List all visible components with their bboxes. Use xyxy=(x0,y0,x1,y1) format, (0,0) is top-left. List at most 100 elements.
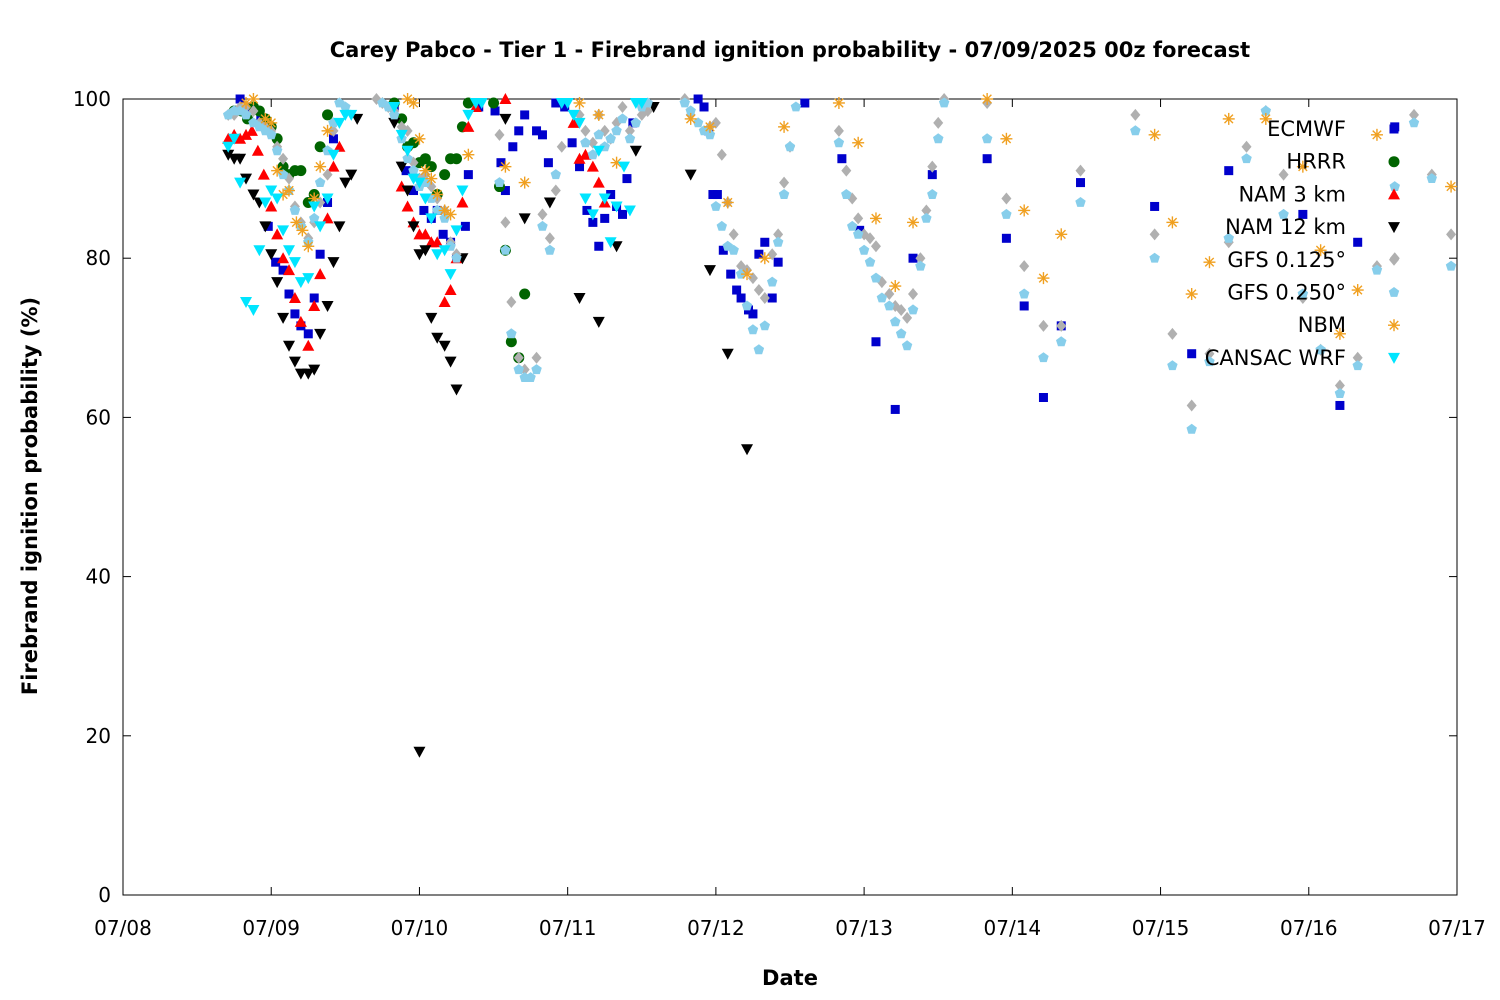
data-point xyxy=(617,113,628,124)
data-point xyxy=(1445,180,1458,193)
x-tick-label: 07/08 xyxy=(94,916,152,940)
legend-marker xyxy=(1388,319,1400,332)
data-point xyxy=(841,189,852,199)
data-point xyxy=(567,116,580,128)
data-point xyxy=(853,212,864,225)
data-point xyxy=(586,209,599,221)
data-point xyxy=(531,364,542,375)
data-point xyxy=(908,253,918,263)
data-point xyxy=(588,217,598,227)
data-point xyxy=(315,249,325,259)
data-point xyxy=(490,106,500,116)
data-point xyxy=(592,316,605,328)
data-point xyxy=(277,312,290,324)
data-point xyxy=(580,137,591,148)
data-point xyxy=(462,148,475,161)
data-point xyxy=(278,265,288,275)
data-point xyxy=(684,169,697,181)
data-point xyxy=(1038,393,1048,402)
data-point xyxy=(333,140,346,152)
data-point xyxy=(500,186,510,196)
data-point xyxy=(1446,228,1457,241)
data-point xyxy=(1167,360,1178,371)
data-point xyxy=(283,245,296,257)
data-point xyxy=(488,97,500,109)
data-point xyxy=(450,384,463,396)
data-point xyxy=(322,109,334,121)
data-point xyxy=(982,154,992,164)
data-point xyxy=(865,232,876,245)
data-point xyxy=(790,101,802,112)
data-point xyxy=(431,249,444,261)
data-point xyxy=(573,152,586,164)
data-point xyxy=(623,205,636,217)
data-point xyxy=(308,299,321,311)
data-point xyxy=(610,241,623,253)
y-tick-label: 20 xyxy=(86,724,111,748)
data-point xyxy=(1222,112,1235,125)
data-point xyxy=(543,158,553,168)
data-point xyxy=(1353,237,1363,247)
data-point xyxy=(927,160,938,173)
data-point xyxy=(340,101,351,112)
data-point xyxy=(927,189,938,199)
legend-label: HRRR xyxy=(1286,150,1346,174)
data-point xyxy=(1333,327,1346,340)
data-point xyxy=(902,311,913,324)
data-point xyxy=(407,221,420,233)
data-point xyxy=(525,372,536,382)
data-point xyxy=(303,329,313,339)
data-point xyxy=(604,237,617,249)
data-point xyxy=(494,177,505,187)
data-point xyxy=(401,185,414,197)
data-point xyxy=(395,129,408,141)
data-point xyxy=(784,141,796,152)
data-point xyxy=(600,213,610,223)
legend-label: NBM xyxy=(1298,313,1346,337)
data-point xyxy=(901,340,913,351)
data-point xyxy=(531,351,542,364)
data-point xyxy=(265,185,278,197)
data-point xyxy=(438,229,448,239)
data-point xyxy=(401,200,414,212)
data-point xyxy=(921,204,932,217)
data-point xyxy=(294,277,307,289)
data-point xyxy=(234,132,247,144)
data-point xyxy=(837,154,847,164)
data-point xyxy=(271,277,284,289)
data-point xyxy=(1224,166,1234,176)
data-point xyxy=(556,140,567,153)
data-point xyxy=(712,190,722,200)
data-point xyxy=(869,212,882,225)
data-point xyxy=(402,153,413,164)
data-point xyxy=(876,292,888,303)
y-tick-label: 0 xyxy=(98,883,111,907)
data-point xyxy=(328,134,338,144)
y-tick-label: 60 xyxy=(86,405,111,429)
data-point xyxy=(582,205,592,215)
data-point xyxy=(635,97,648,109)
data-point xyxy=(288,356,301,368)
data-point xyxy=(1259,112,1272,125)
data-point xyxy=(767,293,777,303)
data-point xyxy=(388,101,401,113)
data-point xyxy=(1167,327,1178,340)
data-point xyxy=(456,196,469,208)
data-point xyxy=(419,164,432,177)
data-point xyxy=(1315,344,1326,355)
data-point xyxy=(747,272,758,285)
data-point xyxy=(1001,192,1012,205)
data-point xyxy=(431,188,444,201)
data-point xyxy=(618,209,628,219)
data-point xyxy=(1055,228,1068,241)
data-point xyxy=(253,105,265,117)
chart-title: Carey Pabco - Tier 1 - Firebrand ignitio… xyxy=(330,38,1250,62)
data-point xyxy=(592,176,605,188)
data-point xyxy=(605,133,616,144)
data-point xyxy=(277,161,289,173)
data-point xyxy=(520,110,530,120)
data-point xyxy=(1352,351,1363,364)
data-point xyxy=(460,221,470,231)
data-point xyxy=(579,148,592,160)
data-point xyxy=(245,124,258,136)
